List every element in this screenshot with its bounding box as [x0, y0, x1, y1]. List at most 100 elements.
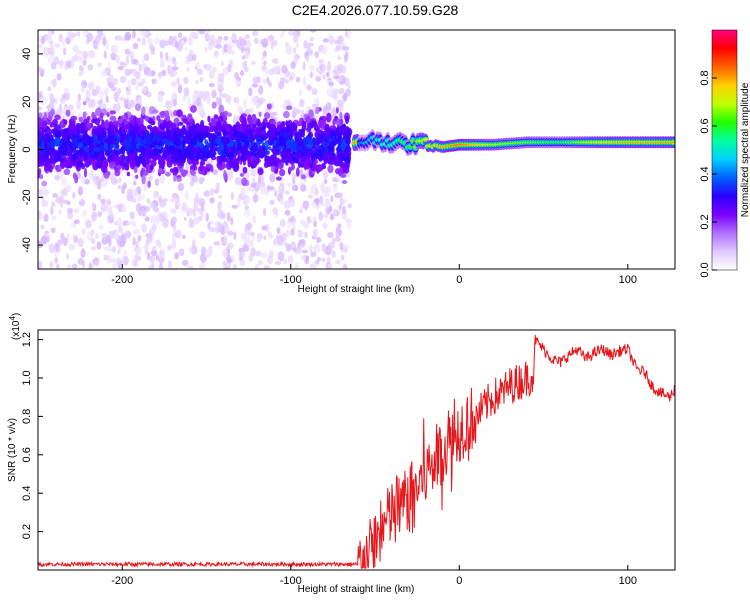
- spectrogram-noise-mark: [157, 93, 163, 103]
- spectrogram-noise-mark: [326, 63, 332, 73]
- spectrogram-band-mark: [88, 157, 93, 166]
- spectrogram-band-mark: [176, 131, 180, 138]
- spectrogram-band-mark: [121, 127, 128, 135]
- spectrogram-noise-mark: [347, 203, 352, 209]
- spectrogram-noise-mark: [167, 244, 172, 251]
- spectrogram-noise-mark: [198, 30, 206, 35]
- spectrogram-band-mark: [256, 135, 263, 141]
- spectrogram-noise-mark: [80, 175, 86, 184]
- spectrogram-noise-mark: [189, 217, 193, 225]
- spectrogram-noise-mark: [38, 43, 43, 49]
- spectrogram-noise-mark: [239, 259, 246, 267]
- spectrogram-noise-mark: [171, 239, 177, 250]
- spectrogram-noise-mark: [342, 92, 348, 102]
- spectrogram-band-mark: [239, 172, 245, 177]
- spectrogram-noise-mark: [312, 261, 318, 269]
- spectrogram-noise-mark: [103, 246, 110, 251]
- spectrogram-noise-mark: [264, 190, 269, 196]
- spectrogram-noise-mark: [341, 205, 347, 215]
- colorbar-ticks: 0.0 0.2 0.4 0.6 0.8: [699, 70, 717, 278]
- spectrogram-noise-mark: [254, 250, 262, 257]
- spectrogram-noise-mark: [169, 197, 177, 203]
- spectrogram-noise-mark: [132, 188, 139, 198]
- spectrogram-noise-mark: [153, 193, 158, 200]
- spectrogram-noise-mark: [333, 95, 339, 101]
- x-tick-label: 100: [619, 274, 637, 286]
- spectrogram-band-mark: [147, 180, 151, 188]
- spectrogram-band-mark: [225, 150, 230, 158]
- spectrogram-noise-mark: [248, 253, 253, 262]
- spectrogram-noise-mark: [223, 35, 229, 41]
- spectrogram-band-mark: [54, 114, 61, 121]
- spectrogram-noise-mark: [57, 195, 65, 204]
- spectrogram-noise-mark: [137, 234, 142, 242]
- spectrogram-noise-mark: [81, 84, 85, 94]
- spectrogram-noise-mark: [199, 231, 206, 239]
- spectrogram-noise-mark: [197, 216, 202, 222]
- spectrogram-noise-mark: [50, 206, 54, 216]
- spectrogram-noise-mark: [73, 208, 80, 213]
- spectrogram-noise-mark: [151, 223, 157, 231]
- spectrogram-band-mark: [275, 176, 282, 181]
- spectrogram-band-mark: [38, 152, 41, 157]
- spectrogram-noise-mark: [215, 44, 222, 49]
- spectrogram-noise-mark: [187, 265, 194, 269]
- spectrogram-band-mark: [244, 135, 248, 140]
- spectrogram-band-mark: [196, 154, 204, 160]
- spectrogram-band-mark: [183, 150, 190, 158]
- spectrogram-band-mark: [133, 115, 137, 126]
- spectrogram-noise-mark: [135, 202, 142, 213]
- spectrogram-noise-mark: [315, 67, 320, 73]
- spectrogram-band-mark: [199, 162, 204, 173]
- spectrogram-band-mark: [54, 136, 61, 147]
- spectrogram-noise-mark: [293, 34, 299, 44]
- spectrogram-noise-mark: [112, 262, 118, 269]
- spectrogram-noise-mark: [143, 181, 148, 191]
- spectrogram-noise-mark: [40, 36, 46, 45]
- spectrogram-noise-mark: [171, 216, 178, 224]
- spectrogram-noise-mark: [305, 55, 310, 63]
- spectrogram-noise-mark: [195, 79, 199, 85]
- spectrogram-band-mark: [39, 173, 44, 180]
- spectrogram-noise-mark: [88, 262, 93, 269]
- spectrogram-noise-mark: [202, 93, 207, 102]
- spectrogram-noise-mark: [208, 82, 215, 88]
- spectrogram-noise-mark: [141, 208, 147, 217]
- spectrogram-band-mark: [141, 175, 146, 185]
- spectrogram-noise-mark: [97, 193, 102, 200]
- spectrogram-noise-mark: [140, 30, 147, 38]
- spectrogram-noise-mark: [282, 64, 287, 71]
- spectrogram-noise-mark: [48, 102, 55, 110]
- spectrogram-noise-mark: [242, 243, 249, 252]
- spectrogram-band-mark: [56, 131, 62, 138]
- spectrogram-noise-mark: [302, 249, 308, 254]
- spectrogram-noise-mark: [277, 251, 285, 262]
- spectrogram-noise-mark: [87, 64, 94, 71]
- spectrogram-noise-mark: [174, 252, 180, 260]
- spectrogram-band-mark: [331, 158, 336, 165]
- spectrogram-noise-mark: [256, 104, 260, 110]
- spectrogram-band-mark: [63, 168, 71, 176]
- spectrogram-noise-mark: [315, 204, 320, 210]
- spectrogram-noise-mark: [192, 208, 197, 217]
- spectrogram-band-mark: [285, 147, 292, 156]
- spectrogram-band-mark: [175, 137, 181, 147]
- spectrogram-band-mark: [103, 142, 108, 150]
- spectrogram-band-mark: [217, 165, 224, 171]
- spectrogram-noise-mark: [309, 64, 316, 72]
- spectrogram-noise-mark: [123, 182, 127, 190]
- spectrogram-band-mark: [86, 116, 91, 121]
- spectrogram-noise-mark: [267, 35, 275, 41]
- spectrogram-noise-mark: [203, 190, 209, 197]
- spectrogram-noise-mark: [56, 73, 62, 81]
- spectrogram-band-mark: [335, 118, 342, 126]
- spectrogram-noise-mark: [132, 42, 139, 50]
- spectrogram-band-mark: [138, 145, 143, 150]
- spectrogram-noise-mark: [175, 204, 179, 210]
- spectrogram-noise-mark: [82, 209, 88, 217]
- spectrogram-band-mark: [138, 156, 144, 164]
- spectrogram-noise-mark: [136, 37, 141, 42]
- snr-frame: [37, 329, 676, 571]
- spectrogram-band-mark: [324, 124, 330, 132]
- spectrogram-noise-mark: [331, 88, 339, 97]
